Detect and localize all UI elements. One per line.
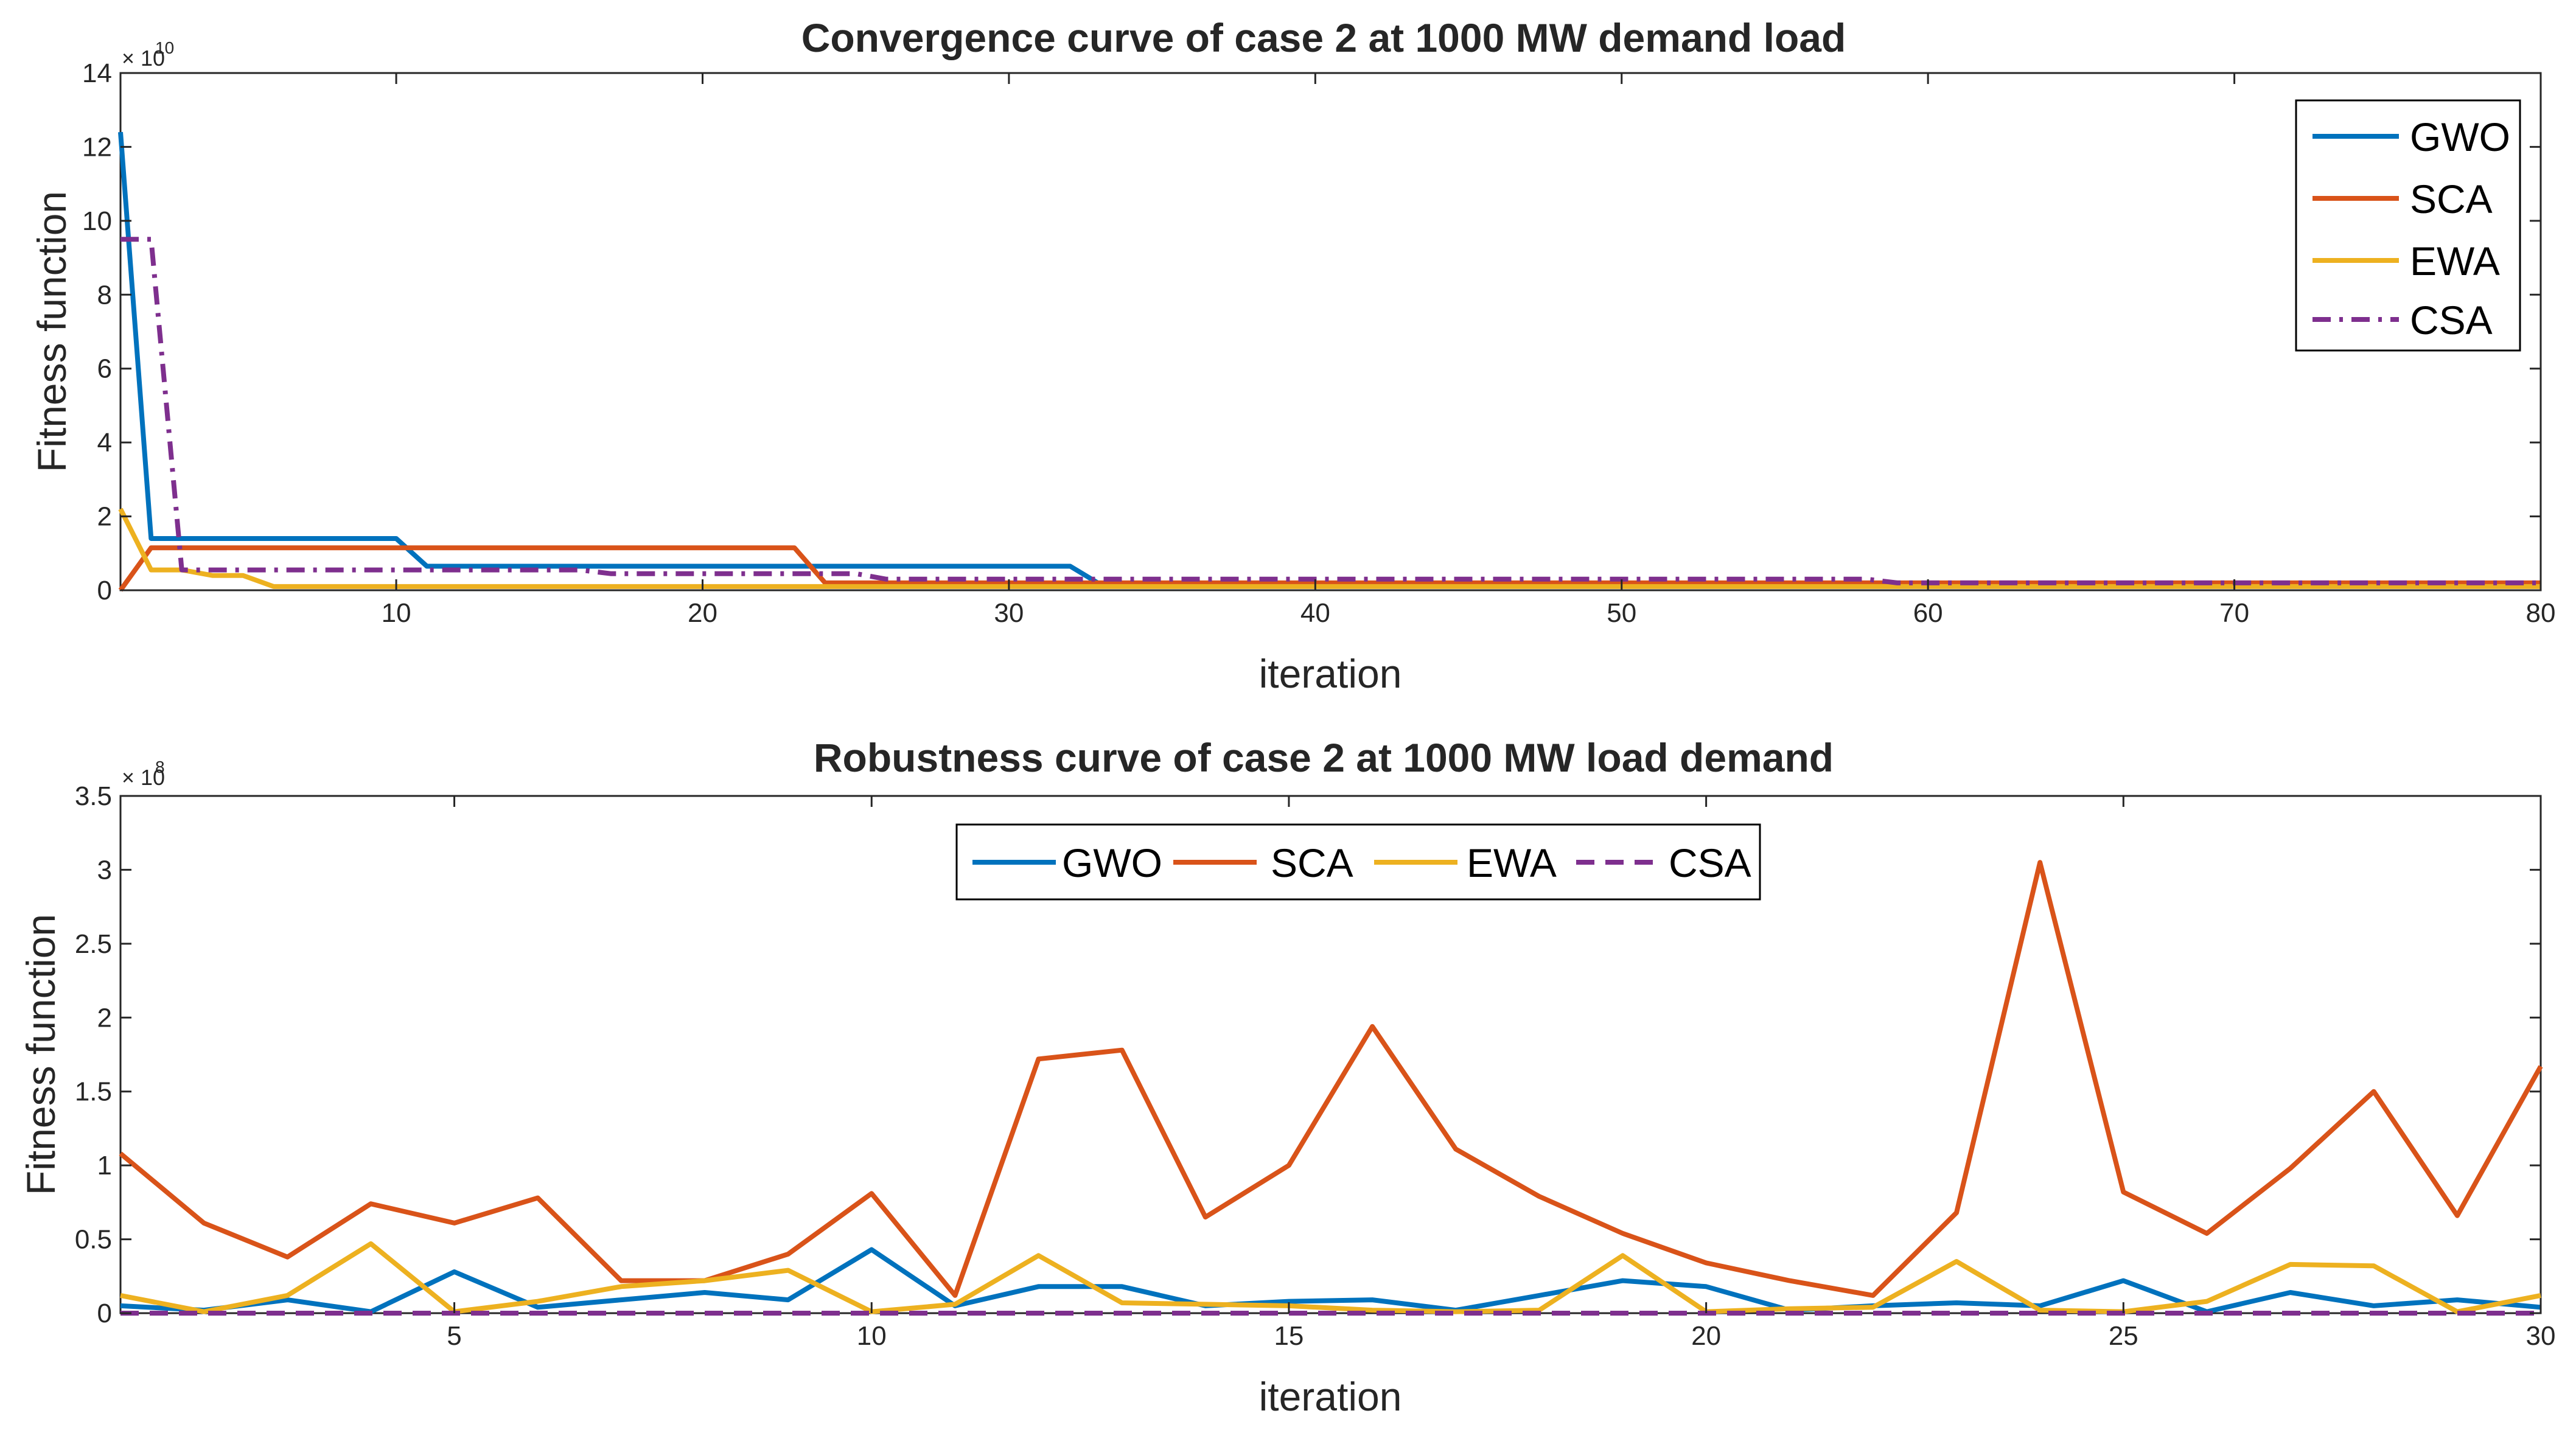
- y-tick-label: 12: [82, 132, 112, 162]
- y-axis-label: Fitness function: [18, 914, 63, 1195]
- series-line-csa: [120, 237, 2541, 585]
- chart-title: Robustness curve of case 2 at 1000 MW lo…: [814, 735, 1834, 780]
- y-tick-label: 14: [82, 58, 112, 88]
- y-axis-label: Fitness function: [29, 191, 74, 472]
- y-tick-label: 2: [97, 502, 112, 532]
- y-tick-label: 8: [97, 280, 112, 310]
- legend-label-sca: SCA: [2410, 176, 2493, 221]
- legend-label-gwo: GWO: [2410, 114, 2510, 159]
- legend-box: [2295, 99, 2521, 352]
- x-tick-label: 60: [1913, 598, 1943, 628]
- y-tick-label: 0.5: [75, 1225, 112, 1255]
- y-tick-label: 1.5: [75, 1077, 112, 1107]
- y-tick-label: 3: [97, 855, 112, 885]
- y-tick-label: 0: [97, 1299, 112, 1328]
- legend-label-gwo: GWO: [1062, 840, 1162, 885]
- legend-label-csa: CSA: [1669, 840, 1751, 885]
- legend: GWO SCA EWA CSA: [2295, 99, 2521, 352]
- x-tick-label: 30: [2526, 1321, 2556, 1351]
- series-line-ewa: [120, 1241, 2541, 1314]
- x-tick-label: 20: [688, 598, 717, 628]
- x-tick-label: 30: [994, 598, 1024, 628]
- y-tick-label: 1: [97, 1151, 112, 1181]
- y-tick-label: 0: [97, 576, 112, 605]
- series-group: [118, 131, 2541, 592]
- x-tick-label: 5: [447, 1321, 461, 1351]
- y-tick-label: 10: [82, 206, 112, 236]
- x-tick-label: 25: [2109, 1321, 2138, 1351]
- axis-ticks: 10 20 30 40 50 60 70 80 0 2 4 6 8 10 12 14: [82, 58, 2555, 628]
- robustness-chart: Robustness curve of case 2 at 1000 MW lo…: [18, 735, 2555, 1419]
- legend: GWO SCA EWA CSA: [955, 823, 1761, 901]
- y-tick-label: 3.5: [75, 781, 112, 811]
- x-axis-label: iteration: [1259, 651, 1402, 696]
- convergence-chart: Convergence curve of case 2 at 1000 MW d…: [29, 15, 2555, 696]
- legend-label-csa: CSA: [2410, 298, 2493, 343]
- x-tick-label: 20: [1691, 1321, 1721, 1351]
- x-tick-label: 50: [1607, 598, 1636, 628]
- x-tick-label: 15: [1274, 1321, 1304, 1351]
- y-tick-label: 2: [97, 1003, 112, 1033]
- y-exponent-power: 10: [155, 38, 174, 57]
- legend-label-ewa: EWA: [1467, 840, 1557, 885]
- legend-label-ewa: EWA: [2410, 239, 2500, 284]
- x-tick-label: 10: [857, 1321, 887, 1351]
- y-tick-label: 2.5: [75, 929, 112, 959]
- x-tick-label: 70: [2219, 598, 2249, 628]
- legend-box: [955, 823, 1761, 901]
- series-line-sca: [118, 545, 2541, 592]
- y-exponent-power: 8: [155, 758, 165, 776]
- series-line-ewa: [118, 507, 2541, 589]
- x-tick-label: 10: [382, 598, 411, 628]
- y-tick-label: 4: [97, 428, 112, 458]
- x-axis-label: iteration: [1259, 1374, 1402, 1419]
- series-line-sca: [119, 860, 2543, 1298]
- legend-label-sca: SCA: [1271, 840, 1353, 885]
- x-tick-label: 80: [2526, 598, 2556, 628]
- y-tick-label: 6: [97, 354, 112, 384]
- axis-ticks: 5 10 15 20 25 30 0 0.5 1 1.5 2 2.5 3 3.5: [75, 781, 2556, 1351]
- y-exponent-base: × 10: [122, 765, 165, 790]
- series-group: [119, 860, 2543, 1316]
- chart-title: Convergence curve of case 2 at 1000 MW d…: [801, 15, 1846, 60]
- plot-area: [119, 72, 2542, 591]
- x-tick-label: 40: [1300, 598, 1330, 628]
- y-exponent-base: × 10: [122, 46, 165, 71]
